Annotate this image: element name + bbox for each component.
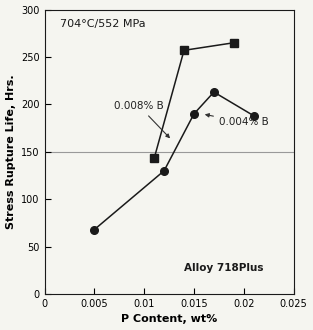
Y-axis label: Stress Rupture Life, Hrs.: Stress Rupture Life, Hrs. — [6, 75, 16, 229]
Text: 0.008% B: 0.008% B — [114, 101, 169, 138]
Text: 704°C/552 MPa: 704°C/552 MPa — [59, 19, 145, 29]
Text: 0.004% B: 0.004% B — [206, 114, 269, 127]
Text: Alloy 718Plus: Alloy 718Plus — [184, 263, 264, 273]
X-axis label: P Content, wt%: P Content, wt% — [121, 314, 217, 324]
